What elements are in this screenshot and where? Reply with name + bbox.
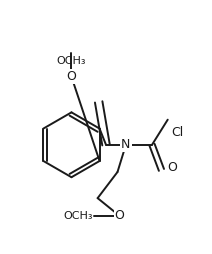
Text: N: N [121,138,131,151]
Text: O: O [115,209,124,223]
Text: OCH₃: OCH₃ [57,56,86,66]
Text: OCH₃: OCH₃ [63,211,92,221]
Text: Cl: Cl [171,126,183,139]
Text: O: O [67,70,76,83]
Text: O: O [168,161,178,174]
